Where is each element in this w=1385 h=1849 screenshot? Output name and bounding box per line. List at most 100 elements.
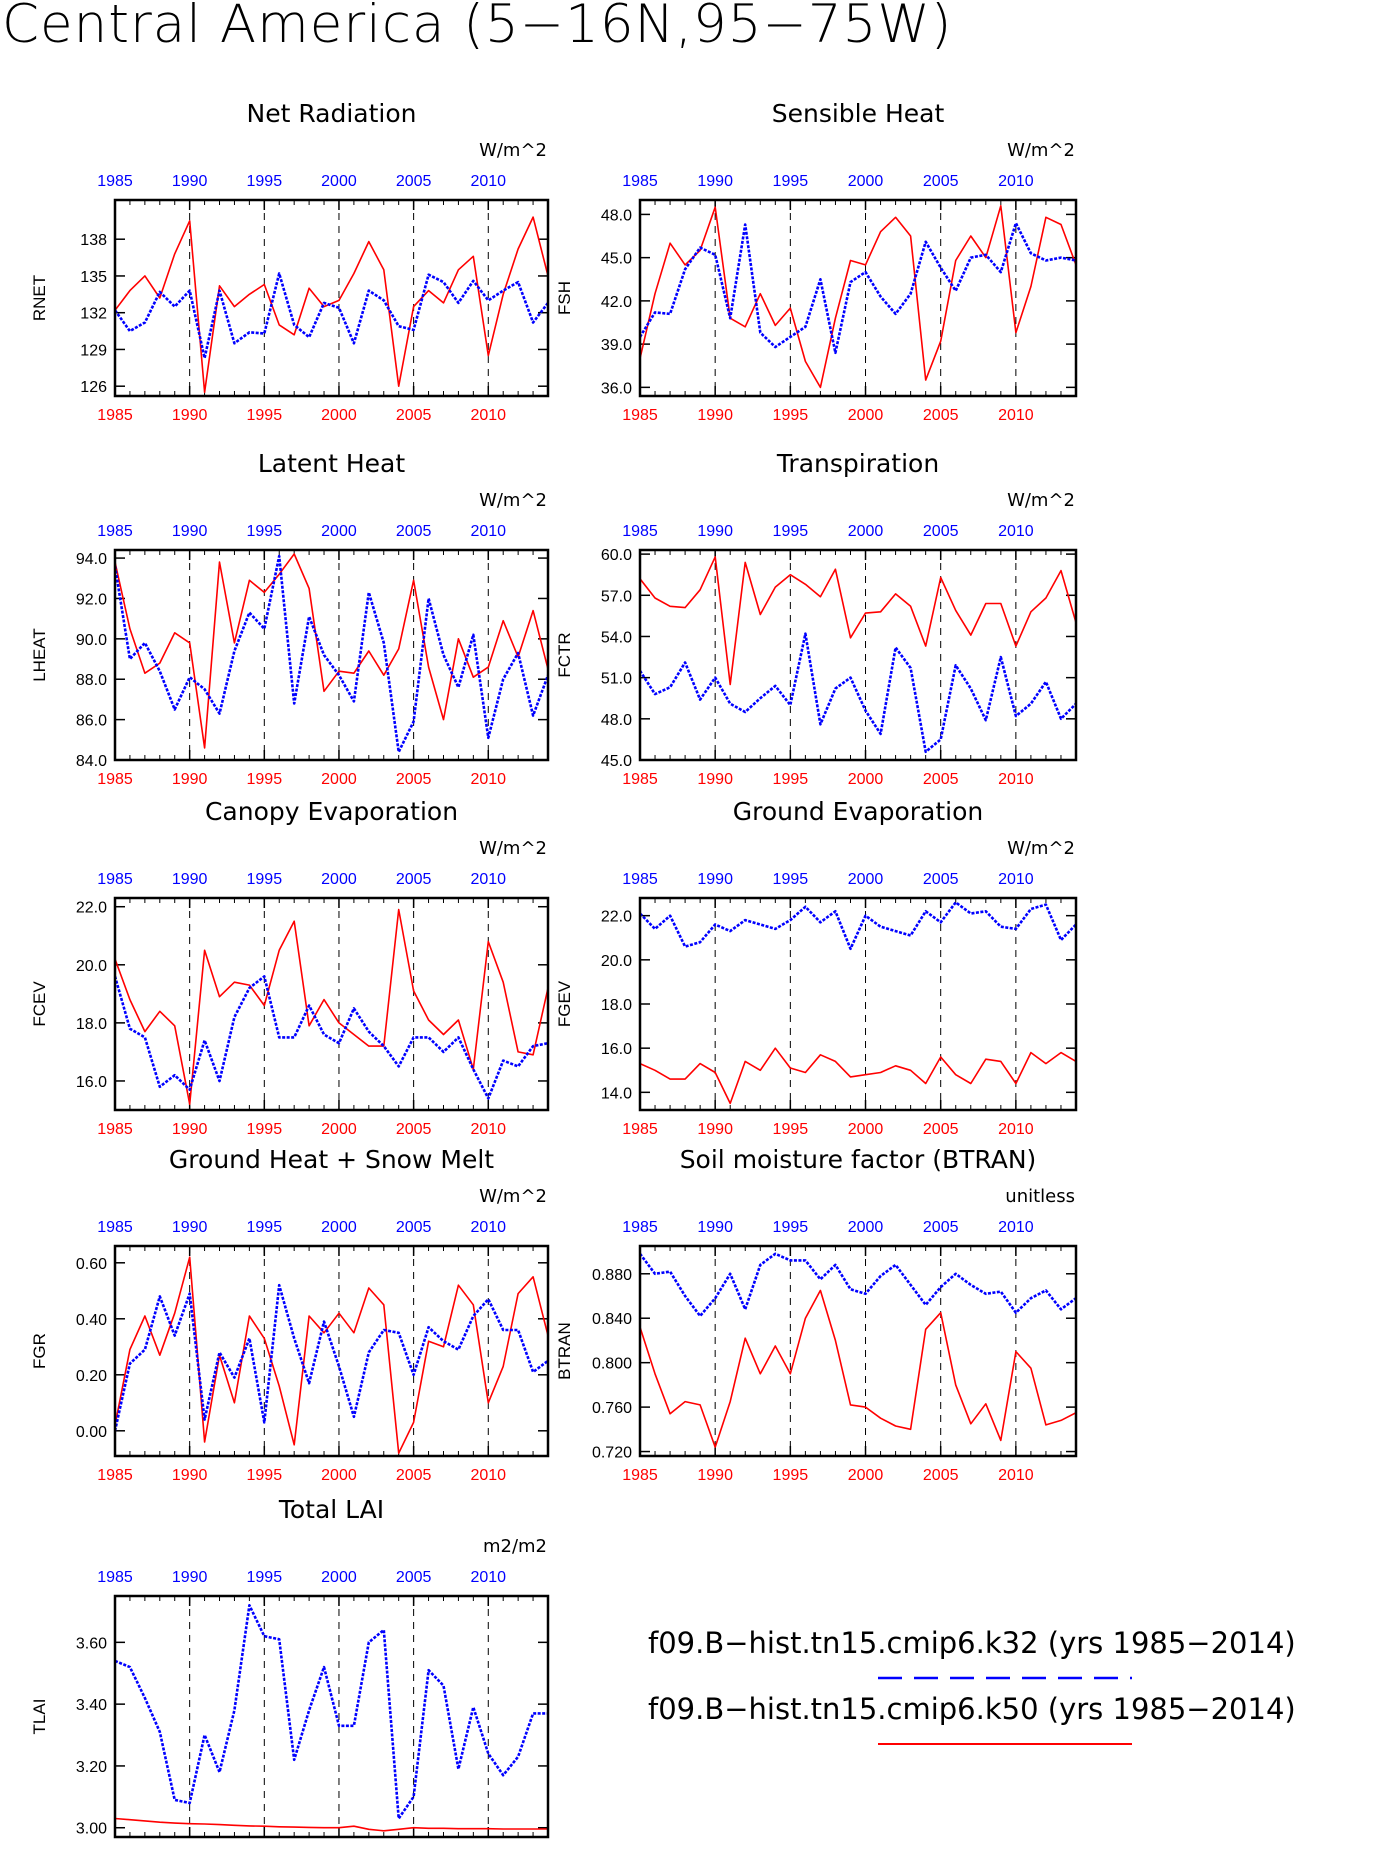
x-tick-label-bottom: 2005: [396, 1467, 432, 1484]
x-tick-label-bottom: 2010: [998, 1121, 1034, 1138]
x-tick-label-top: 2005: [396, 871, 432, 888]
panel-units: W/m^2: [479, 1186, 547, 1207]
panel-units: W/m^2: [1007, 838, 1075, 859]
y-tick-label: 45.0: [601, 753, 632, 770]
x-tick-label-bottom: 2005: [923, 407, 959, 424]
y-tick-label: 22.0: [601, 909, 632, 926]
panel-fctr: Transpiration W/m^2 FCTR 1985 1985 1990 1990 19…: [555, 449, 1078, 788]
x-tick-label-top: 2010: [470, 1219, 506, 1236]
y-tick-label: 60.0: [601, 547, 632, 564]
x-tick-label-top: 2005: [923, 1219, 959, 1236]
series-line-k50: [115, 216, 548, 394]
series-line-k50: [640, 205, 1076, 389]
x-tick-label-top: 2005: [923, 871, 959, 888]
panel-title: Net Radiation: [247, 99, 417, 128]
x-tick-label-top: 2010: [470, 1569, 506, 1586]
y-tick-label: 18.0: [76, 1016, 107, 1033]
y-tick-label: 135: [80, 269, 107, 286]
x-tick-label-bottom: 2000: [848, 1467, 884, 1484]
x-tick-label-bottom: 1990: [697, 1121, 733, 1138]
y-tick-label: 132: [80, 306, 107, 323]
x-tick-label-top: 1995: [247, 871, 283, 888]
plot-frame: [113, 1594, 550, 1839]
x-tick-label-top: 1985: [97, 173, 133, 190]
y-tick-label: 48.0: [601, 207, 632, 224]
panel-units: unitless: [1005, 1186, 1075, 1207]
series-line-k50: [115, 908, 548, 1105]
y-tick-label: 0.60: [76, 1256, 107, 1273]
y-tick-label: 16.0: [601, 1041, 632, 1058]
y-tick-label: 86.0: [76, 713, 107, 730]
y-axis-label: FSH: [555, 281, 574, 315]
x-tick-label-top: 2010: [470, 173, 506, 190]
y-tick-label: 126: [80, 379, 107, 396]
x-tick-label-top: 2000: [321, 173, 357, 190]
panel-units: W/m^2: [1007, 490, 1075, 511]
x-tick-label-top: 1995: [773, 1219, 809, 1236]
x-tick-label-bottom: 1995: [773, 1467, 809, 1484]
x-tick-label-bottom: 2010: [470, 1467, 506, 1484]
x-tick-label-bottom: 2010: [998, 771, 1034, 788]
x-tick-label-top: 1990: [172, 1569, 208, 1586]
panel-fsh: Sensible Heat W/m^2 FSH 1985 1985 1990 1990 199…: [555, 99, 1078, 424]
x-tick-label-bottom: 1990: [172, 771, 208, 788]
series-line-k32: [640, 901, 1076, 951]
x-tick-label-bottom: 2010: [470, 1121, 506, 1138]
x-tick-label-top: 1990: [172, 173, 208, 190]
panel-title: Ground Heat + Snow Melt: [169, 1145, 494, 1174]
x-tick-label-bottom: 1990: [172, 407, 208, 424]
panel-tlai: Total LAIm2/m2TLAI1985198519901990199519…: [30, 1495, 550, 1849]
x-tick-label-top: 1985: [97, 1569, 133, 1586]
y-tick-label: 138: [80, 232, 107, 249]
series-line-k32: [640, 221, 1076, 355]
series-line-k32: [115, 975, 548, 1100]
y-axis-label: FGEV: [555, 980, 574, 1027]
panel-units: W/m^2: [479, 838, 547, 859]
x-tick-label-top: 1985: [97, 871, 133, 888]
x-tick-label-bottom: 1985: [97, 407, 133, 424]
series-line-k50: [640, 556, 1076, 686]
x-tick-label-bottom: 1995: [247, 407, 283, 424]
y-tick-label: 18.0: [601, 997, 632, 1014]
x-tick-label-top: 2000: [321, 523, 357, 540]
x-tick-label-top: 2005: [396, 173, 432, 190]
x-tick-label-top: 2000: [848, 523, 884, 540]
y-tick-label: 94.0: [76, 551, 107, 568]
y-tick-label: 42.0: [601, 294, 632, 311]
x-tick-label-bottom: 2005: [923, 1467, 959, 1484]
y-tick-label: 16.0: [76, 1074, 107, 1091]
plot-frame: [638, 1244, 1078, 1458]
x-tick-label-top: 2000: [848, 871, 884, 888]
x-tick-label-top: 2005: [396, 1219, 432, 1236]
panel-units: W/m^2: [1007, 140, 1075, 161]
x-tick-label-top: 1985: [97, 1219, 133, 1236]
x-tick-label-bottom: 2010: [998, 407, 1034, 424]
x-tick-label-top: 1985: [622, 173, 658, 190]
x-tick-label-bottom: 1985: [97, 1121, 133, 1138]
x-tick-label-top: 1990: [697, 523, 733, 540]
y-tick-label: 84.0: [76, 753, 107, 770]
x-tick-label-top: 1990: [172, 523, 208, 540]
x-tick-label-bottom: 1985: [97, 771, 133, 788]
x-tick-label-top: 1995: [247, 1219, 283, 1236]
y-tick-label: 3.40: [76, 1697, 107, 1714]
x-tick-label-bottom: 1985: [622, 1121, 658, 1138]
x-tick-label-top: 1985: [622, 523, 658, 540]
panel-fcev: Canopy Evaporation W/m^2 FCEV 1985 1985 1990 1…: [30, 797, 550, 1138]
panel-units: m2/m2: [483, 1536, 547, 1557]
series-line-k32: [115, 554, 548, 754]
x-tick-label-top: 1985: [622, 1219, 658, 1236]
series-line-k50: [115, 553, 548, 749]
x-tick-label-bottom: 2000: [321, 1121, 357, 1138]
x-tick-label-bottom: 1990: [172, 1467, 208, 1484]
x-tick-label-bottom: 1995: [773, 771, 809, 788]
panel-fgev: Ground Evaporation W/m^2 FGEV 1985 1985 1990 1…: [555, 797, 1078, 1138]
x-tick-label-bottom: 1995: [247, 771, 283, 788]
y-tick-label: 3.20: [76, 1759, 107, 1776]
y-axis-label: RNET: [30, 275, 49, 321]
x-tick-label-bottom: 2000: [321, 407, 357, 424]
x-tick-label-bottom: 2000: [848, 407, 884, 424]
x-tick-label-top: 1985: [622, 871, 658, 888]
y-axis-label: FCEV: [30, 981, 49, 1027]
x-tick-label-top: 1990: [697, 1219, 733, 1236]
